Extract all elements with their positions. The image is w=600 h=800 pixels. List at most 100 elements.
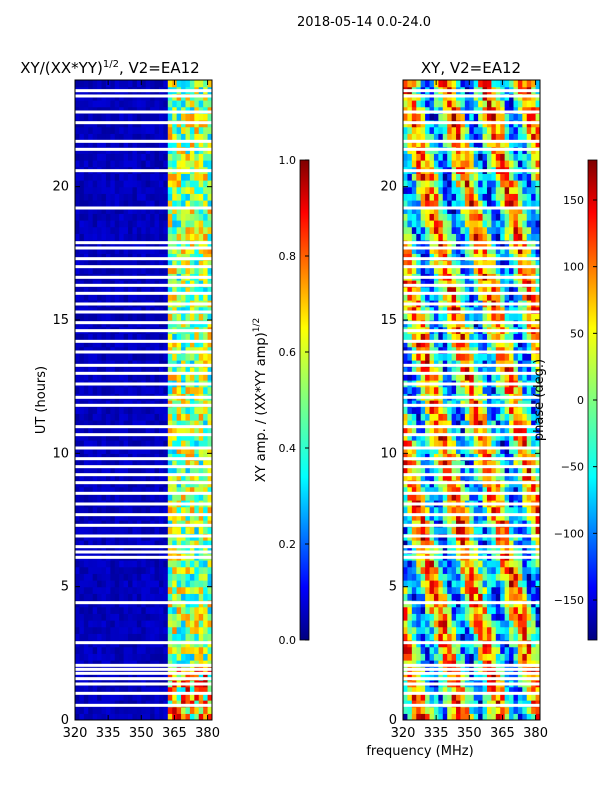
phase-cell: [442, 473, 448, 481]
amp-cell: [154, 200, 160, 208]
amp-cell: [141, 660, 147, 668]
amp-cell: [176, 400, 182, 408]
phase-cell: [473, 606, 479, 614]
phase-cell: [469, 440, 475, 448]
phase-cell: [416, 660, 422, 668]
phase-cell: [429, 573, 435, 581]
amp-cell: [158, 206, 164, 214]
phase-cell: [420, 420, 426, 428]
amp-cell: [181, 506, 187, 514]
amp-cell: [136, 586, 142, 594]
amp-cell: [203, 346, 209, 354]
phase-cell: [531, 446, 537, 454]
amp-cell: [110, 220, 116, 228]
amp-cell: [198, 440, 204, 448]
phase-cell: [460, 426, 466, 434]
amp-cell: [123, 433, 129, 441]
data-gap: [75, 601, 212, 605]
amp-cell: [119, 580, 125, 588]
amp-cell: [189, 606, 195, 614]
phase-cell: [447, 460, 453, 468]
phase-cell: [473, 700, 479, 708]
phase-cell: [433, 486, 439, 494]
amp-cell: [92, 80, 98, 88]
amp-cell: [167, 606, 173, 614]
amp-cell: [167, 106, 173, 114]
phase-cell: [517, 360, 523, 368]
phase-cell: [425, 420, 431, 428]
amp-cell: [128, 260, 134, 268]
amp-cell: [172, 280, 178, 288]
amp-cell: [203, 673, 209, 681]
phase-cell: [491, 520, 497, 528]
amp-cell: [185, 266, 191, 274]
amp-cell: [158, 486, 164, 494]
amp-cell: [163, 673, 169, 681]
amp-cell: [79, 406, 85, 414]
phase-cell: [513, 493, 519, 501]
amp-cell: [128, 580, 134, 588]
phase-cell: [531, 573, 537, 581]
amp-cell: [145, 293, 151, 301]
amp-cell: [136, 206, 142, 214]
phase-cell: [416, 373, 422, 381]
amp-cell: [189, 246, 195, 254]
amp-cell: [163, 233, 169, 241]
amp-cell: [114, 233, 120, 241]
phase-cell: [464, 620, 470, 628]
amp-cell: [163, 100, 169, 108]
amp-cell: [119, 433, 125, 441]
phase-cell: [473, 353, 479, 361]
phase-cell: [420, 633, 426, 641]
amp-cell: [203, 80, 209, 88]
amp-cell: [75, 460, 81, 468]
amp-cell: [128, 506, 134, 514]
phase-cell: [517, 653, 523, 661]
amp-cell: [145, 493, 151, 501]
amp-cell: [83, 593, 89, 601]
phase-cell: [464, 440, 470, 448]
phase-cell: [517, 386, 523, 394]
amp-cell: [185, 353, 191, 361]
amp-cell: [154, 440, 160, 448]
amp-cell: [141, 353, 147, 361]
amp-cell: [123, 206, 129, 214]
phase-cell: [500, 340, 506, 348]
amp-cell: [198, 153, 204, 161]
amp-cell: [154, 160, 160, 168]
phase-cell: [425, 560, 431, 568]
phase-cell: [526, 306, 532, 314]
amp-cell: [158, 613, 164, 621]
phase-cell: [403, 580, 409, 588]
amp-cell: [154, 233, 160, 241]
amp-cell: [176, 306, 182, 314]
amp-cell: [128, 420, 134, 428]
phase-cell: [460, 546, 466, 554]
amp-cell: [141, 686, 147, 694]
phase-cell: [491, 713, 497, 720]
amp-cell: [123, 573, 129, 581]
amp-cell: [132, 506, 138, 514]
amp-cell: [150, 713, 156, 720]
phase-cell: [407, 366, 413, 374]
phase-cell: [500, 573, 506, 581]
amp-cell: [119, 440, 125, 448]
phase-cell: [517, 606, 523, 614]
phase-cell: [433, 346, 439, 354]
amp-cell: [132, 526, 138, 534]
amp-cell: [172, 493, 178, 501]
amp-cell: [207, 526, 212, 534]
phase-cell: [473, 620, 479, 628]
phase-cell: [433, 560, 439, 568]
amp-cell: [92, 133, 98, 141]
amp-cell: [172, 220, 178, 228]
phase-cell: [460, 313, 466, 321]
amp-cell: [79, 353, 85, 361]
data-gap: [75, 425, 212, 429]
phase-cell: [416, 453, 422, 461]
amp-cell: [110, 580, 116, 588]
amp-cell: [198, 280, 204, 288]
phase-cell: [535, 646, 540, 654]
phase-cell: [451, 620, 457, 628]
amp-cell: [97, 560, 103, 568]
